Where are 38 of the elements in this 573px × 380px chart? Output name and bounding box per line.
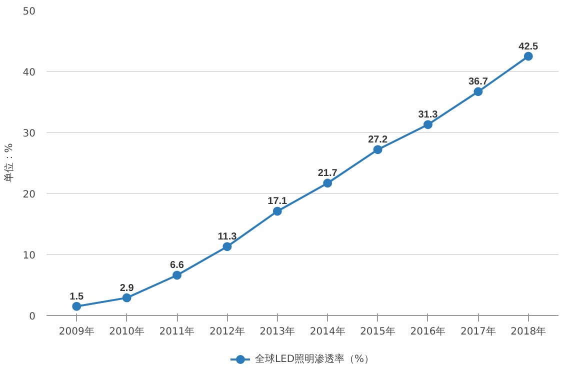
data-label: 11.3 bbox=[218, 232, 238, 243]
point bbox=[423, 120, 432, 130]
data-label: 21.7 bbox=[318, 168, 338, 180]
x-tick-label: 2015年 bbox=[360, 326, 396, 338]
point bbox=[272, 206, 282, 216]
y-tick-label: 50 bbox=[22, 6, 36, 18]
point bbox=[524, 52, 533, 61]
point bbox=[323, 178, 332, 188]
x-tick-label: 2012年 bbox=[209, 326, 245, 338]
point bbox=[373, 145, 382, 154]
data-label: 27.2 bbox=[368, 134, 388, 146]
x-tick-label: 2011年 bbox=[159, 326, 195, 338]
data-label: 36.7 bbox=[468, 76, 488, 88]
y-tick-label: 20 bbox=[22, 190, 36, 200]
data-label: 2.9 bbox=[120, 282, 134, 294]
data-label: 17.1 bbox=[268, 196, 288, 208]
data-label: 42.5 bbox=[518, 41, 539, 52]
x-tick-label: 2014年 bbox=[310, 326, 346, 338]
y-axis-title: 单位：% bbox=[2, 143, 15, 183]
y-tick-label: 40 bbox=[22, 68, 36, 78]
point bbox=[222, 242, 232, 252]
y-tick-label: 10 bbox=[22, 250, 36, 262]
x-tick-label: 2010年 bbox=[109, 326, 145, 338]
data-label: 31.3 bbox=[418, 110, 438, 121]
x-tick-label: 2018年 bbox=[510, 326, 546, 338]
point bbox=[122, 293, 132, 302]
x-tick-label: 2009年 bbox=[58, 326, 94, 338]
y-tick-label: 0 bbox=[29, 312, 36, 322]
x-tick-label: 2013年 bbox=[260, 326, 296, 338]
y-tick-label: 30 bbox=[22, 128, 36, 140]
data-label: 6.6 bbox=[170, 260, 184, 272]
point bbox=[72, 302, 82, 311]
point bbox=[172, 270, 182, 280]
legend-label: 全球LED照明渗透率（%） bbox=[254, 352, 374, 366]
point bbox=[474, 87, 483, 96]
x-tick-label: 2016年 bbox=[410, 326, 446, 338]
data-label: 1.5 bbox=[70, 291, 84, 302]
x-tick-label: 2017年 bbox=[460, 326, 496, 338]
